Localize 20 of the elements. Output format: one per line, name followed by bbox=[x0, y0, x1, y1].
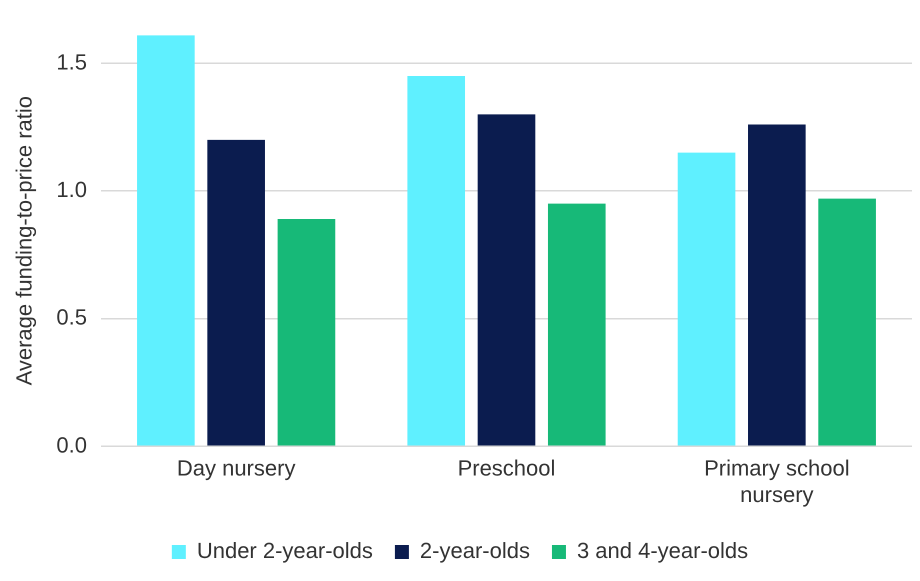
bar bbox=[548, 204, 606, 446]
bar bbox=[818, 198, 876, 446]
x-tick-label: Day nursery bbox=[176, 455, 296, 480]
y-axis-title: Average funding-to-price ratio bbox=[11, 96, 36, 386]
legend-label: Under 2-year-olds bbox=[196, 538, 373, 564]
bar bbox=[478, 114, 536, 446]
y-tick-label: 1.5 bbox=[56, 49, 87, 74]
bar bbox=[207, 140, 265, 446]
x-tick-label: Preschool bbox=[458, 455, 556, 480]
legend-label: 3 and 4-year-olds bbox=[576, 538, 748, 564]
y-tick-label: 0.5 bbox=[56, 304, 87, 330]
x-tick-label: Primary school nursery bbox=[704, 455, 850, 507]
y-tick-label: 1.0 bbox=[56, 176, 87, 202]
legend-label: 2-year-olds bbox=[420, 538, 530, 564]
bar bbox=[407, 76, 466, 446]
bar bbox=[678, 152, 736, 446]
bar bbox=[748, 124, 806, 446]
bar bbox=[278, 219, 336, 446]
bar bbox=[137, 35, 195, 446]
y-tick-label: 0.0 bbox=[56, 432, 87, 458]
